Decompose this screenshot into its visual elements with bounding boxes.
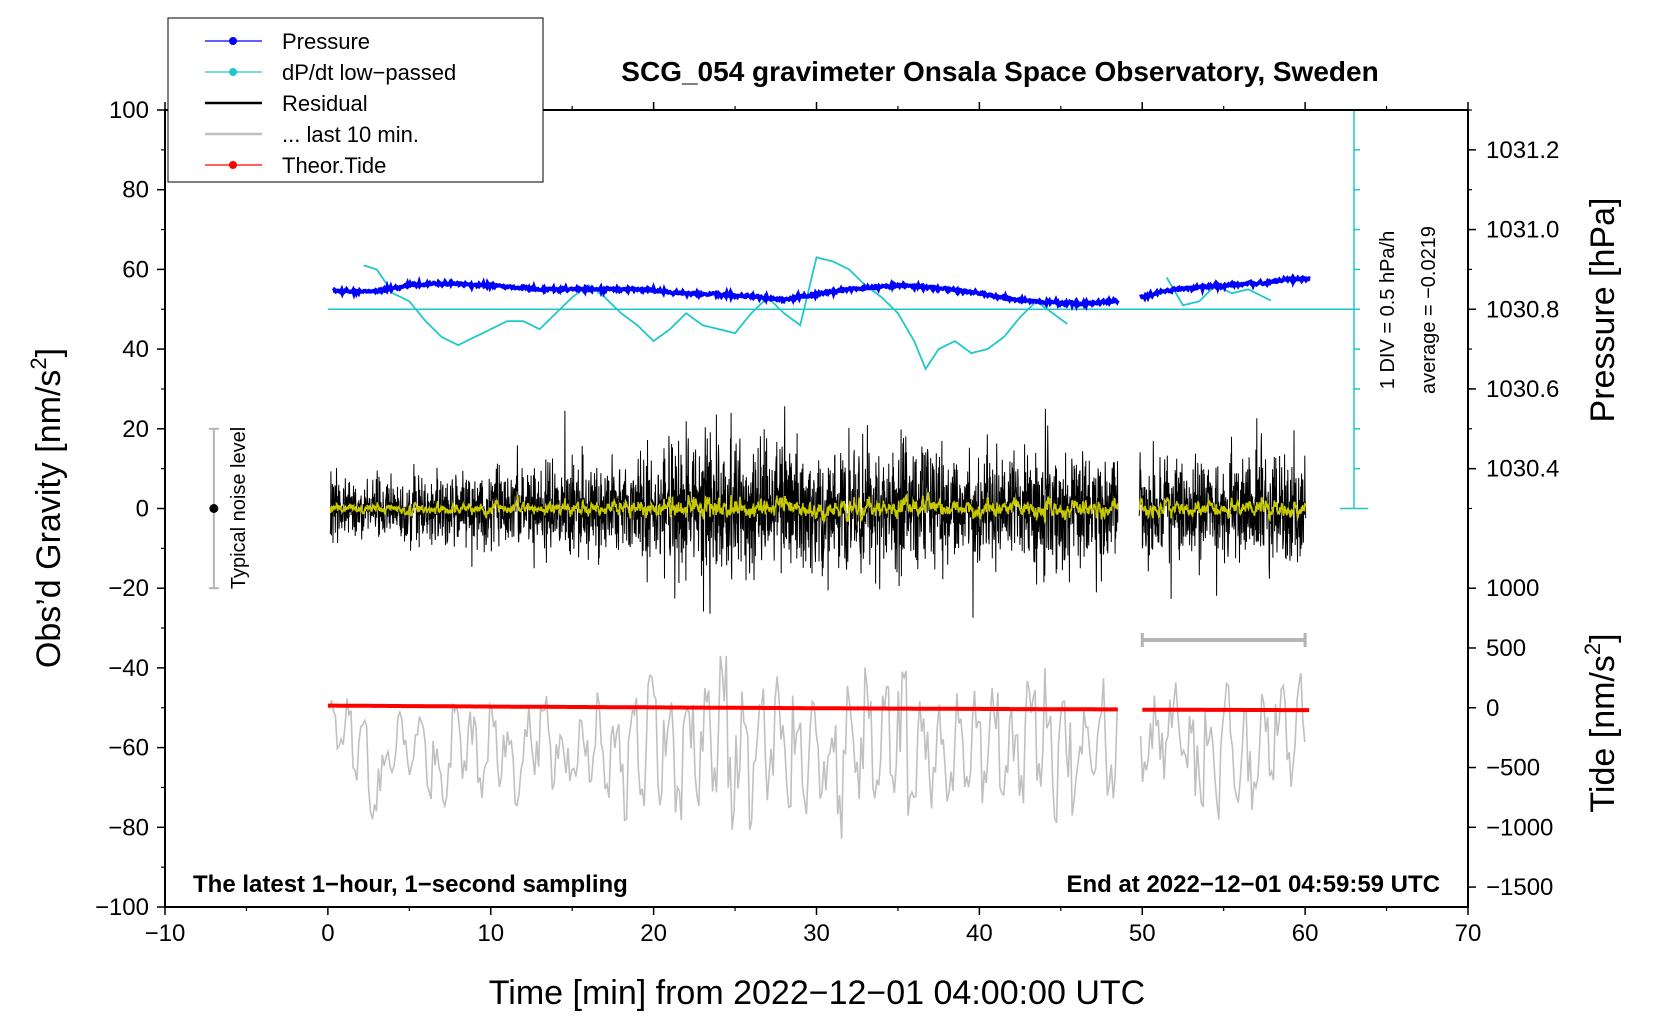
legend-label: dP/dt low−passed <box>282 60 456 85</box>
dpdt-scale-label: 1 DIV = 0.5 hPa/h <box>1377 231 1399 389</box>
y-tick-label: −20 <box>108 575 149 602</box>
y-axis-title-close: ] <box>30 348 68 357</box>
noise-level-label: Typical noise level <box>228 427 250 589</box>
residual-smoothed-line <box>329 492 1307 524</box>
annotation-right: End at 2022−12−01 04:59:59 UTC <box>1066 871 1440 898</box>
last-10-min-line <box>328 655 1306 839</box>
y-tick-label: 20 <box>122 416 149 443</box>
pressure-axis-title: Pressure [hPa] <box>1584 198 1622 423</box>
pressure-tick-label: 1030.6 <box>1486 376 1559 403</box>
tide-axis-title: Tide [nm/s2] <box>1580 633 1622 812</box>
chart-title: SCG_054 gravimeter Onsala Space Observat… <box>621 56 1378 87</box>
legend-label: Residual <box>282 91 368 116</box>
x-tick-label: 30 <box>803 920 830 947</box>
tide-axis-title-main: Tide [nm/s <box>1584 655 1622 812</box>
y-tick-label: −40 <box>108 655 149 682</box>
annotation-left: The latest 1−hour, 1−second sampling <box>193 871 628 898</box>
y-axis-title: Obs’d Gravity [nm/s2] <box>26 348 68 668</box>
x-tick-label: 40 <box>966 920 993 947</box>
pressure-tick-label: 1030.8 <box>1486 296 1559 323</box>
annotation-layer <box>208 109 1368 648</box>
x-tick-label: −10 <box>145 920 186 947</box>
tide-tick-label: 500 <box>1486 635 1526 662</box>
pressure-line <box>331 273 1311 312</box>
theoretical-tide-line <box>327 703 1310 713</box>
y-tick-label: 0 <box>136 496 149 523</box>
tide-tick-label: −500 <box>1486 755 1540 782</box>
x-tick-label: 0 <box>321 920 334 947</box>
tide-tick-label: −1500 <box>1486 874 1553 901</box>
legend-label: ... last 10 min. <box>282 122 419 147</box>
legend-marker <box>229 161 237 169</box>
y-axis-title-sup: 2 <box>26 357 51 369</box>
y-tick-label: 80 <box>122 177 149 204</box>
y-tick-label: −60 <box>108 735 149 762</box>
tide-tick-label: 1000 <box>1486 575 1539 602</box>
pressure-tick-label: 1031.0 <box>1486 217 1559 244</box>
y-tick-label: −80 <box>108 814 149 841</box>
x-axis-title: Time [min] from 2022−12−01 04:00:00 UTC <box>489 974 1145 1012</box>
legend-marker <box>229 37 237 45</box>
noise-bar-center-dot <box>209 504 219 513</box>
x-tick-label: 70 <box>1455 920 1482 947</box>
tide-axis-title-sup: 2 <box>1580 643 1605 655</box>
dpdt-average-label: average = −0.0219 <box>1418 226 1440 394</box>
y-tick-label: 100 <box>109 97 149 124</box>
x-tick-label: 20 <box>640 920 667 947</box>
y-axis-title-main: Obs’d Gravity [nm/s <box>30 370 68 669</box>
x-tick-label: 60 <box>1292 920 1319 947</box>
dpdt-line <box>363 256 1068 371</box>
legend-box <box>167 17 544 183</box>
legend: Pressure dP/dt low−passed Residual ... last… <box>167 17 544 183</box>
tide-tick-label: −1000 <box>1486 814 1553 841</box>
pressure-tick-label: 1031.2 <box>1486 137 1559 164</box>
legend-marker <box>229 68 237 76</box>
y-tick-label: 40 <box>122 336 149 363</box>
y-tick-label: −100 <box>95 894 149 921</box>
series-layer <box>327 256 1354 839</box>
legend-label: Pressure <box>282 29 370 54</box>
tick-layer: −10 0 10 20 30 40 50 60 70−100−80−60−40−20020406… <box>95 97 1559 947</box>
x-tick-label: 10 <box>477 920 504 947</box>
x-tick-label: 50 <box>1129 920 1156 947</box>
legend-label: Theor.Tide <box>282 153 386 178</box>
pressure-tick-label: 1030.4 <box>1486 456 1559 483</box>
y-tick-label: 60 <box>122 256 149 283</box>
tide-axis-title-close: ] <box>1584 633 1622 642</box>
tide-tick-label: 0 <box>1486 695 1499 722</box>
